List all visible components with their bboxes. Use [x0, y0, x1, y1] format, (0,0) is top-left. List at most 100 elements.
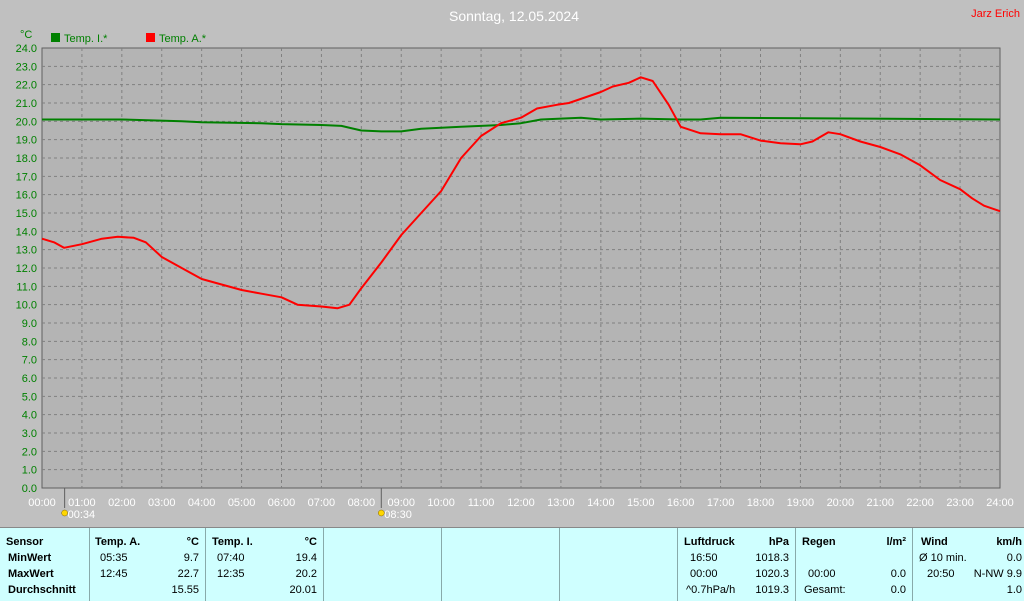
y-tick-label: 23.0	[16, 61, 37, 73]
col-temp-i: Temp. I. °C 07:40 19.4 12:35 20.2 20.01	[206, 528, 324, 601]
col-empty-3	[560, 528, 678, 601]
series-line-temp-a	[41, 76, 1001, 310]
y-tick-label: 0.0	[22, 483, 37, 495]
chart-area: 0.0 1.0 2.0 3.0 4.0 5.0 6.0 7.0 8.0 9.0 10.0 11.0 12…	[16, 8, 1020, 521]
x-tick-label: 01:00	[68, 497, 96, 509]
col-sensor: Sensor MinWert MaxWert Durchschnitt	[0, 528, 90, 601]
stats-table: Sensor MinWert MaxWert Durchschnitt Temp…	[0, 527, 1024, 601]
x-tick-label: 10:00	[427, 497, 455, 509]
luftdruck-trend: ^0.7hPa/h	[686, 584, 736, 596]
author-label: Jarz Erich	[971, 8, 1020, 20]
sensor-header: Sensor	[6, 536, 44, 548]
y-tick-label: 16.0	[16, 190, 37, 202]
x-tick-label: 16:00	[667, 497, 695, 509]
luftdruck-unit: hPa	[768, 536, 789, 548]
regen-max-value: 0.0	[890, 568, 906, 580]
temp-i-max-time: 12:35	[217, 568, 245, 580]
temp-a-max-time: 12:45	[100, 568, 128, 580]
y-tick-label: 6.0	[22, 373, 37, 385]
luftdruck-avg-value: 1019.3	[755, 584, 789, 596]
regen-header: Regen	[802, 536, 836, 548]
luftdruck-min-value: 1018.3	[755, 552, 789, 564]
grid	[42, 48, 1000, 488]
temp-i-min-value: 19.4	[295, 552, 317, 564]
y-tick-label: 10.0	[16, 300, 37, 312]
x-tick-label: 13:00	[547, 497, 575, 509]
x-tick-label: 05:00	[228, 497, 256, 509]
y-tick-label: 20.0	[16, 116, 37, 128]
col-luftdruck: Luftdruck hPa 16:50 1018.3 00:00 1020.3 …	[678, 528, 796, 601]
x-tick-label: 12:00	[507, 497, 535, 509]
row-label-max: MaxWert	[8, 568, 54, 580]
col-empty-2	[442, 528, 560, 601]
chart-title: Sonntag, 12.05.2024	[449, 8, 579, 24]
temp-i-unit: °C	[304, 536, 317, 548]
y-tick-label: 7.0	[22, 355, 37, 367]
col-empty-1	[324, 528, 442, 601]
temp-i-max-value: 20.2	[295, 568, 317, 580]
luftdruck-max-value: 1020.3	[755, 568, 789, 580]
x-tick-label: 15:00	[627, 497, 655, 509]
x-tick-label: 24:00	[986, 497, 1014, 509]
x-tick-label: 22:00	[906, 497, 934, 509]
col-wind: Wind km/h Ø 10 min. 0.0 20:50 N-NW 9.9 1…	[913, 528, 1024, 601]
temp-i-header: Temp. I.	[212, 536, 253, 548]
y-tick-label: 18.0	[16, 153, 37, 165]
col-temp-a: Temp. A. °C 05:35 9.7 12:45 22.7 15.55	[90, 528, 206, 601]
y-axis-ticks: 0.0 1.0 2.0 3.0 4.0 5.0 6.0 7.0 8.0 9.0 10.0 11.0 12…	[16, 43, 37, 495]
y-tick-label: 5.0	[22, 391, 37, 403]
legend-swatch-temp-a	[146, 33, 155, 42]
y-tick-label: 2.0	[22, 446, 37, 458]
x-tick-label: 00:00	[28, 497, 56, 509]
sun-icon	[378, 509, 385, 517]
x-tick-label: 19:00	[787, 497, 815, 509]
x-tick-label: 11:00	[468, 497, 495, 509]
row-label-avg: Durchschnitt	[8, 584, 76, 596]
x-tick-label: 04:00	[188, 497, 216, 509]
y-tick-label: 24.0	[16, 43, 37, 55]
regen-total-label: Gesamt:	[804, 584, 846, 596]
wind-header: Wind	[921, 536, 948, 548]
x-tick-label: 20:00	[827, 497, 855, 509]
y-tick-label: 22.0	[16, 80, 37, 92]
wind-avg-value: 1.0	[1006, 584, 1022, 596]
y-tick-label: 9.0	[22, 318, 37, 330]
y-tick-label: 14.0	[16, 226, 37, 238]
y-tick-label: 12.0	[16, 263, 37, 275]
regen-max-time: 00:00	[808, 568, 836, 580]
x-tick-label: 06:00	[268, 497, 296, 509]
sun-icon	[61, 509, 68, 517]
legend-swatch-temp-i	[51, 33, 60, 42]
sun-markers: 00:34 08:30	[61, 488, 412, 521]
legend-label-temp-a: Temp. A.*	[159, 33, 207, 45]
temp-i-avg-value: 20.01	[289, 584, 317, 596]
temp-a-min-value: 9.7	[183, 552, 199, 564]
y-axis-label: °C	[20, 29, 32, 41]
x-tick-label: 09:00	[387, 497, 415, 509]
x-tick-label: 02:00	[108, 497, 136, 509]
x-tick-label: 21:00	[866, 497, 894, 509]
luftdruck-min-time: 16:50	[690, 552, 718, 564]
x-tick-label: 23:00	[946, 497, 974, 509]
wind-max-time: 20:50	[927, 568, 955, 580]
wind-avg10-value: 0.0	[1006, 552, 1022, 564]
x-tick-label: 08:00	[348, 497, 376, 509]
x-tick-label: 07:00	[308, 497, 336, 509]
y-tick-label: 17.0	[16, 171, 37, 183]
y-tick-label: 15.0	[16, 208, 37, 220]
y-tick-label: 8.0	[22, 336, 37, 348]
wind-unit: km/h	[996, 536, 1022, 548]
y-tick-label: 1.0	[22, 465, 37, 477]
sun-marker-label: 08:30	[384, 509, 412, 521]
row-label-min: MinWert	[8, 552, 52, 564]
luftdruck-max-time: 00:00	[690, 568, 718, 580]
y-tick-label: 4.0	[22, 410, 37, 422]
temp-i-min-time: 07:40	[217, 552, 245, 564]
wind-max-value: N-NW 9.9	[973, 568, 1022, 580]
temp-a-unit: °C	[186, 536, 199, 548]
regen-unit: l/m²	[886, 536, 906, 548]
x-axis-ticks: 00:00 01:00 02:00 03:00 04:00 05:00 06:00 07:00…	[28, 497, 1014, 509]
wind-avg10-label: Ø 10 min.	[919, 552, 967, 564]
sun-marker-label: 00:34	[68, 509, 96, 521]
series-group	[41, 76, 1001, 310]
